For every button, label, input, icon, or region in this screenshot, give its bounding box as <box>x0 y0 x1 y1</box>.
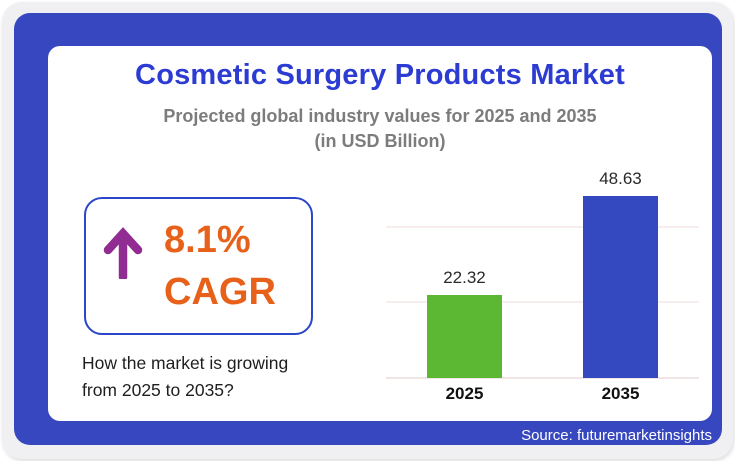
cagr-text: 8.1% CAGR <box>164 214 276 318</box>
cagr-label: CAGR <box>164 271 276 313</box>
chart-baseline <box>386 377 699 379</box>
page-subtitle: Projected global industry values for 202… <box>48 104 712 154</box>
x-axis-label: 2025 <box>445 384 484 403</box>
cagr-box: 8.1% CAGR <box>84 197 313 335</box>
chart-plot: 22.32 2025 48.63 2035 <box>386 163 699 403</box>
source-text: Source: futuremarketinsights <box>521 427 712 444</box>
up-arrow-icon <box>103 227 143 279</box>
value-label: 48.63 <box>599 169 642 188</box>
caption: How the market is growing from 2025 to 2… <box>82 350 288 404</box>
bar <box>427 295 502 378</box>
subtitle-line-1: Projected global industry values for 202… <box>163 106 597 126</box>
page-title: Cosmetic Surgery Products Market <box>135 59 625 91</box>
bar-column-2025: 22.32 2025 <box>427 268 502 403</box>
bar <box>583 196 658 378</box>
gridline <box>386 301 699 303</box>
caption-line-2: from 2025 to 2035? <box>82 380 234 400</box>
value-label: 22.32 <box>443 268 486 287</box>
source-bar: Source: futuremarketinsights <box>48 427 712 444</box>
x-axis-label: 2035 <box>601 384 640 403</box>
caption-line-1: How the market is growing <box>82 353 289 373</box>
subtitle-line-2: (in USD Billion) <box>314 131 446 151</box>
blue-frame: Cosmetic Surgery Products Market Project… <box>14 13 722 445</box>
content-card: Cosmetic Surgery Products Market Project… <box>48 46 712 421</box>
gridline <box>386 226 699 228</box>
bar-column-2035: 48.63 2035 <box>583 169 658 403</box>
cagr-value: 8.1% <box>164 219 251 261</box>
